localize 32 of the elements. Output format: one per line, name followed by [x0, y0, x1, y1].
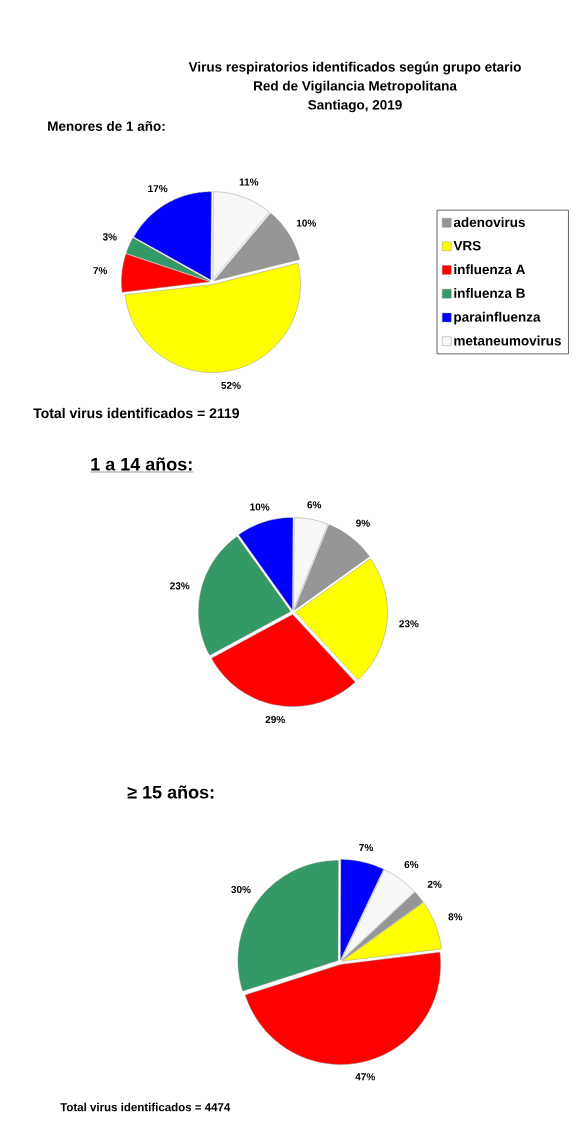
data-label: 52%: [221, 381, 241, 389]
text: Total virus identificados = 2119: [33, 407, 239, 419]
data-label: 9%: [356, 519, 370, 527]
legend-label: influenza B: [454, 288, 525, 298]
text: Total virus identificados = 4474: [60, 1102, 231, 1112]
data-label: 23%: [170, 582, 190, 590]
legend-label: influenza A: [454, 264, 526, 275]
legend-label: parainfluenza: [454, 311, 541, 325]
data-label: 30%: [231, 885, 251, 894]
legend-label: adenovirus: [453, 217, 525, 228]
data-label: 23%: [399, 620, 419, 628]
legend-label: VRS: [453, 240, 481, 251]
data-label: 47%: [355, 1073, 375, 1081]
data-label: 8%: [448, 913, 463, 921]
chart-subtitle: Red de Vigilancia Metropolitana: [254, 80, 457, 94]
chart-title: 1 a 14 años:: [91, 457, 192, 471]
chart-title: ≥ 15 años:: [127, 785, 214, 799]
legend-label: metaneumovirus: [454, 335, 561, 346]
data-label: 11%: [239, 178, 259, 186]
text: Menores de 1 año:: [48, 121, 165, 131]
data-label: 29%: [265, 715, 285, 724]
chart-title: Virus respiratorios identificados según grupo etario: [188, 61, 521, 75]
data-label: 10%: [296, 219, 316, 227]
data-label: 3%: [102, 233, 117, 241]
data-label: 17%: [148, 185, 168, 193]
data-label: 6%: [307, 501, 322, 509]
data-label: 7%: [359, 843, 373, 851]
data-label: 10%: [250, 503, 270, 511]
data-label: 7%: [93, 267, 108, 275]
text: Santiago, 2019: [308, 99, 402, 113]
data-label: 6%: [404, 860, 419, 869]
data-label: 2%: [427, 880, 442, 888]
